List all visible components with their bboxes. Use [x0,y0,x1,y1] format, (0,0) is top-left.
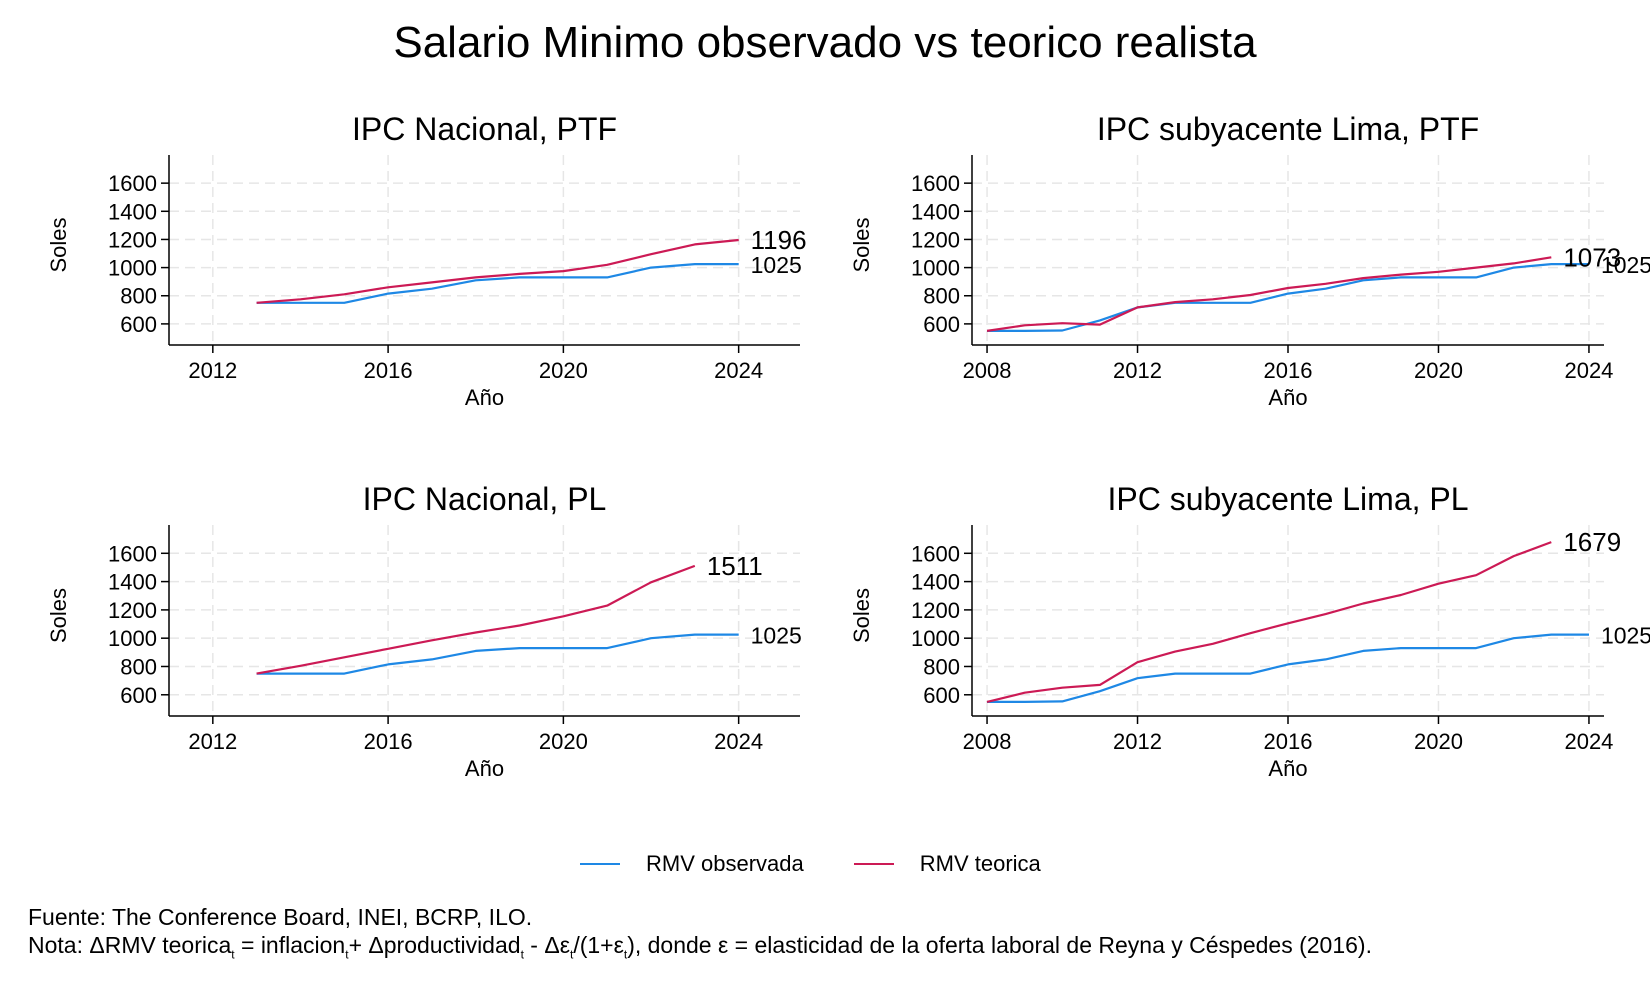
panel-4-xtick-label-2012: 2012 [1113,729,1162,754]
legend-label-observada: RMV observada [646,851,804,876]
panel-2-xtick-label-2012: 2012 [1113,358,1162,383]
panel-4-xtick-label-2020: 2020 [1414,729,1463,754]
panel-1-ytick-label-600: 600 [120,312,157,337]
panel-2-ytick-label-1400: 1400 [911,199,960,224]
panel-4-ytick-label-800: 800 [923,654,960,679]
panel-4-ytick-label-1600: 1600 [911,541,960,566]
panel-2-xtick-label-2024: 2024 [1564,358,1613,383]
panel-3-series-observada [256,633,739,675]
panel-1-end-label-observada: 1025 [751,252,802,278]
panel-2-xlabel: Año [1268,385,1307,410]
panel-2-end-label-observada: 1025 [1601,252,1650,278]
panel-3-xtick-label-2020: 2020 [539,729,588,754]
panel-3-series-teorica [256,564,696,675]
panel-4-ylabel: Soles [849,588,874,643]
panel-3-xlabel: Año [465,756,504,781]
panel-1-ytick-label-1400: 1400 [108,199,157,224]
legend-label-teorica: RMV teorica [919,851,1041,876]
panel-1-xlabel: Año [465,385,504,410]
panel-3-ytick-label-1400: 1400 [108,570,157,595]
legend-swatch-teorica [853,863,894,865]
panel-2-ytick-label-1600: 1600 [911,171,960,196]
source-text: Fuente: The Conference Board, INEI, BCRP… [28,904,533,930]
panel-3-xtick-label-2024: 2024 [714,729,763,754]
panel-1-ytick-label-1200: 1200 [108,227,157,252]
notes: Fuente: The Conference Board, INEI, BCRP… [28,903,1372,969]
panel-3-ytick-label-1200: 1200 [108,598,157,623]
panel-4-xtick-label-2024: 2024 [1564,729,1613,754]
panel-1-series-teorica [256,238,739,304]
panel-4-series-observada [987,633,1589,704]
panel-4-xtick-label-2016: 2016 [1264,729,1313,754]
panel-4-xlabel: Año [1268,756,1307,781]
panel-4-series-teorica [986,541,1552,703]
panel-3-ytick-label-800: 800 [120,654,157,679]
panel-3-ytick-label-1600: 1600 [108,541,157,566]
panel-4-ytick-label-1200: 1200 [911,598,960,623]
panel-4-end-label-observada: 1025 [1601,623,1650,649]
panel-1-xtick-label-2024: 2024 [714,358,763,383]
panel-2-ylabel: Soles [849,217,874,272]
panel-4-end-label-teorica: 1679 [1563,527,1621,557]
panel-4-ytick-label-1000: 1000 [911,626,960,651]
panel-1-ytick-label-1600: 1600 [108,171,157,196]
panel-3-end-label-observada: 1025 [751,623,802,649]
panel-4-ytick-label-600: 600 [923,683,960,708]
panel-3-xtick-label-2012: 2012 [188,729,237,754]
panel-2-ytick-label-600: 600 [923,312,960,337]
panel-2-end-label-teorica: 1073 [1563,242,1621,272]
panel-1-ytick-label-1000: 1000 [108,256,157,281]
panel-1-ytick-label-800: 800 [120,284,157,309]
panel-3-title: IPC Nacional, PL [363,481,607,517]
chart-title: Salario Minimo observado vs teorico real… [393,18,1257,67]
panel-2-ytick-label-1000: 1000 [911,256,960,281]
panel-2-series-teorica [986,256,1552,332]
panel-1-series-observada [256,263,739,304]
panel-1-xtick-label-2012: 2012 [188,358,237,383]
panel-1-xtick-label-2020: 2020 [539,358,588,383]
panel-4-xtick-label-2008: 2008 [963,729,1012,754]
panel-3-ytick-label-1000: 1000 [108,626,157,651]
panel-3-xtick-label-2016: 2016 [364,729,413,754]
panel-1-end-label-teorica: 1196 [751,225,807,255]
legend-swatch-observada [580,863,620,865]
panel-2-ytick-label-1200: 1200 [911,227,960,252]
panel-2-xtick-label-2020: 2020 [1414,358,1463,383]
legend-item-observada: RMV observada [580,851,804,877]
panel-1-ylabel: Soles [46,217,71,272]
panel-2-xtick-label-2008: 2008 [963,358,1012,383]
panel-3-end-label-teorica: 1511 [707,551,763,581]
panel-2-xtick-label-2016: 2016 [1264,358,1313,383]
legend: RMV observada RMV teorica [580,850,1091,878]
panel-3-ylabel: Soles [46,588,71,643]
panel-2-ytick-label-800: 800 [923,284,960,309]
note-text: Nota: ΔRMV teoricat = inflaciont+ Δprodu… [28,932,1372,962]
panel-4-ytick-label-1400: 1400 [911,570,960,595]
panel-3-ytick-label-600: 600 [120,683,157,708]
panel-1-xtick-label-2016: 2016 [364,358,413,383]
legend-item-teorica: RMV teorica [853,851,1041,877]
panel-1-title: IPC Nacional, PTF [352,111,617,147]
panel-4-title: IPC subyacente Lima, PL [1107,481,1468,517]
panel-2-title: IPC subyacente Lima, PTF [1097,111,1479,147]
